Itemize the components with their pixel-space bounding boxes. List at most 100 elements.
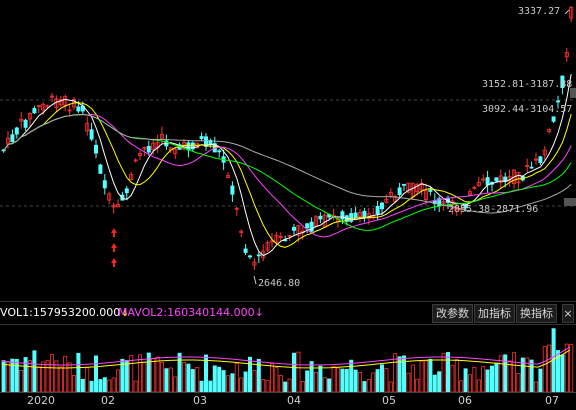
candle-body [441,201,446,204]
volume-bar [375,369,380,392]
candle-body [560,75,565,89]
volume-bar [349,359,354,392]
xaxis-label: 2020 [27,394,55,407]
candle-body [116,204,121,208]
candle-body [41,103,46,111]
volume-bar [401,355,406,392]
candle-body [498,175,503,183]
volume-bar [129,355,134,392]
candle-body [94,144,99,154]
candle-body [10,134,15,143]
candle-body [124,188,129,194]
level-marker [564,198,576,206]
candle-body [542,149,547,156]
volume-bar [410,364,415,392]
volume-average-line [1,346,571,366]
candle-body [89,129,94,140]
volume-bar [419,360,424,392]
candle-body [551,116,556,122]
candle-body [151,142,156,151]
candle-body [50,95,55,98]
level-marker [570,88,576,98]
volume-chart-canvas[interactable] [0,324,576,392]
candle-body [516,172,521,183]
volume-bar [208,380,213,392]
candle-body [349,213,354,222]
candle-body [305,223,310,229]
change-params-button[interactable]: 改参数 [432,304,473,323]
volume-bar [556,350,561,392]
volume-bar [300,381,305,392]
volume-bar [243,371,248,392]
volume-bar [265,380,270,392]
candle-body [525,165,530,167]
volume-bar [428,358,433,392]
volume-bar [89,380,94,392]
volume-bar [340,368,345,392]
mavol2-readout: MAVOL2:160340144.000↓ [118,306,264,319]
volume-bar [397,356,402,392]
candle-body [423,190,428,200]
candle-body [564,52,569,58]
volume-bar [203,354,208,392]
vol1-value: VOL1:157953200.000 [0,306,121,319]
volume-bar [155,356,160,392]
low-pointer [253,275,257,285]
add-indicator-button[interactable]: 加指标 [474,304,515,323]
switch-indicator-button[interactable]: 换指标 [516,304,557,323]
volume-bar [80,378,85,392]
buy-signal-arrow-icon [111,243,117,252]
candle-body [137,153,142,157]
xaxis-label: 04 [287,394,301,407]
candle-body [547,128,552,133]
volume-bar [230,373,235,392]
xaxis-label: 06 [458,394,472,407]
volume-bar [357,372,362,392]
volume-chart[interactable] [0,324,576,392]
volume-bar [423,360,428,392]
volume-bar [159,362,164,392]
candle-body [239,230,244,233]
candle-body [362,210,367,219]
volume-bar [278,375,283,392]
volume-bar [234,363,239,392]
volume-bar [313,371,318,392]
volume-bar [212,365,217,392]
candle-body [397,187,402,196]
volume-bar [507,360,512,392]
volume-bar [525,357,530,392]
candle-body [415,184,420,192]
volume-bar [199,380,204,392]
candle-body [133,159,138,162]
volume-bar [445,352,450,392]
candle-body [494,177,499,182]
volume-bar [269,363,274,392]
candle-body [190,142,195,150]
mavol2-value: MAVOL2:160340144.000 [118,306,255,319]
volume-bar [67,362,72,392]
volume-bar [63,355,68,392]
volume-bar [247,356,252,392]
volume-bar [287,378,292,392]
candle-body [225,175,230,178]
candle-body [375,206,380,215]
moving-average-line [3,113,572,238]
volume-bar [72,375,77,392]
volume-bar [137,354,142,392]
volume-bar [1,360,6,392]
price-chart-canvas[interactable] [0,0,576,300]
candle-body [291,226,296,231]
volume-bar [494,362,499,392]
volume-bar [362,381,367,392]
candle-body [63,96,68,106]
candle-body [234,207,239,210]
close-icon[interactable]: × [562,304,574,323]
volume-bar [261,379,266,392]
moving-average-line [3,113,572,214]
candle-body [287,235,292,237]
candle-body [256,254,261,257]
down-arrow-icon: ↓ [254,306,264,319]
xaxis-label: 02 [101,394,115,407]
volume-bar [6,361,11,392]
candlestick-chart[interactable]: 3337.27 3152.81-3187.88 3092.44-3104.57 … [0,0,576,300]
